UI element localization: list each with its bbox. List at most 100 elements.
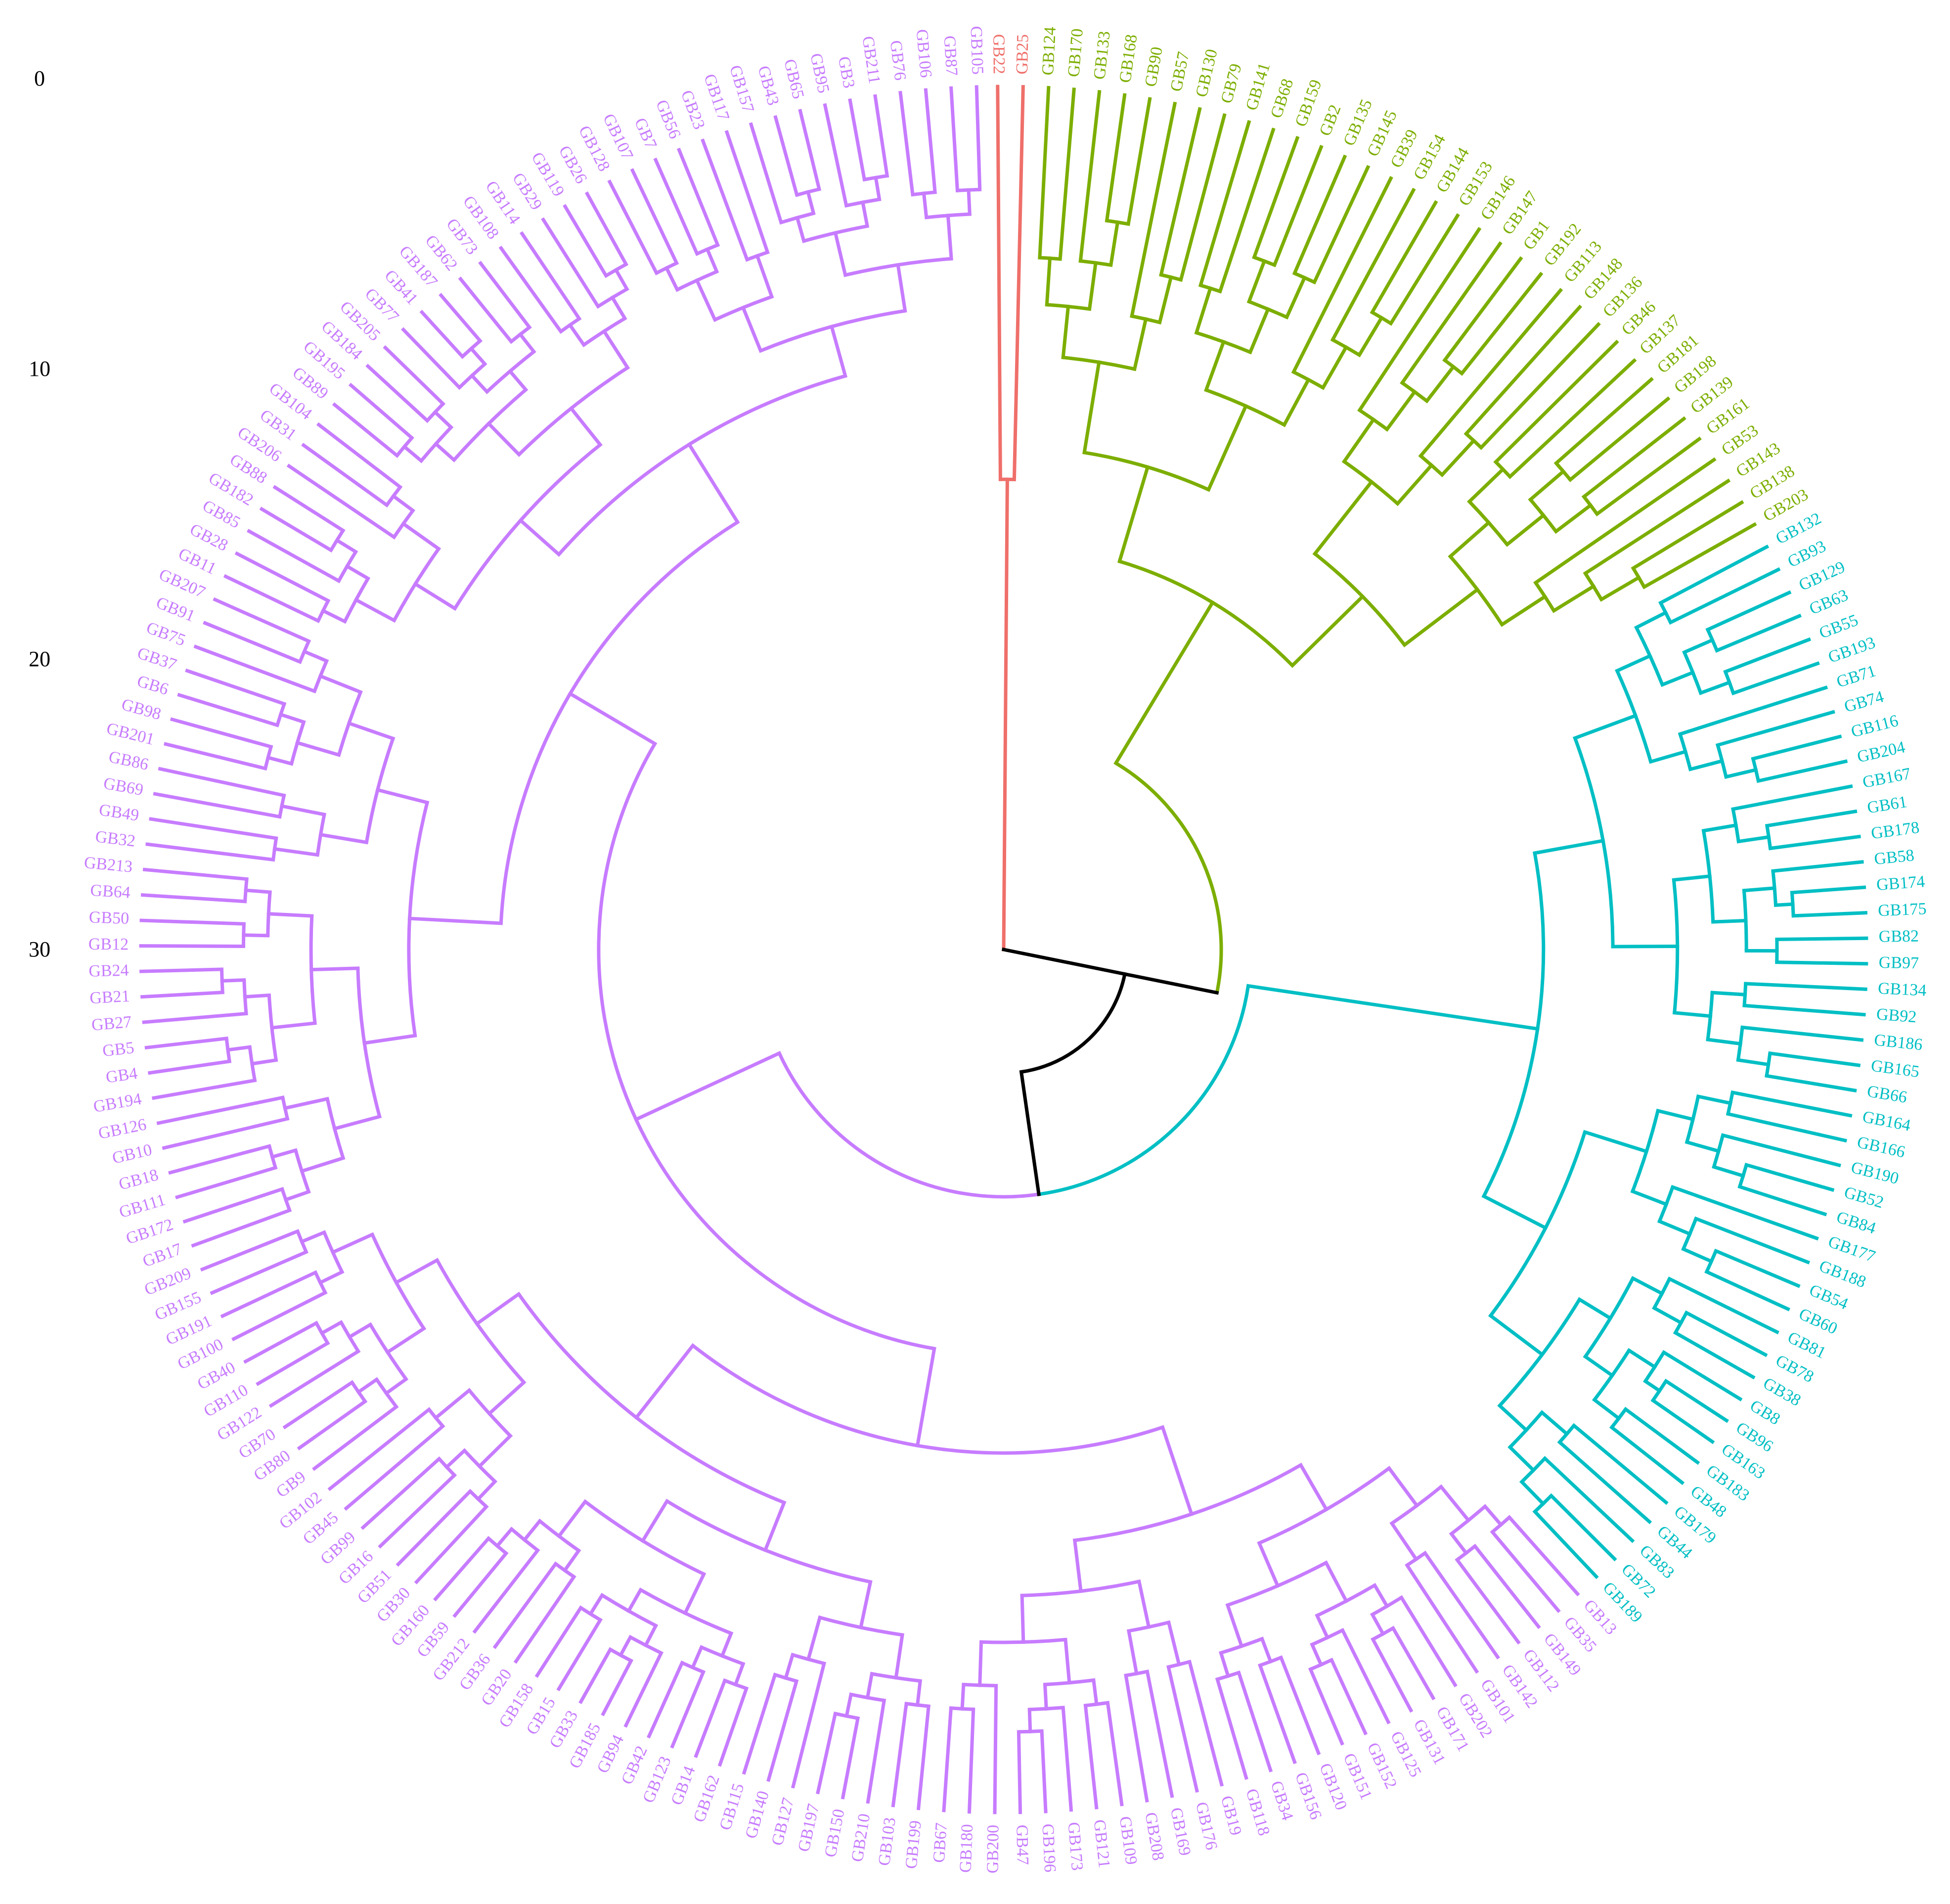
dendrogram-branch [1472, 1543, 1541, 1630]
dendrogram-branch [1533, 838, 1605, 856]
dendrogram-branch [724, 130, 770, 255]
dendrogram-branch [1724, 768, 1758, 779]
dendrogram-branch [795, 215, 806, 243]
dendrogram-branch [1744, 1163, 1835, 1192]
dendrogram-branch [1533, 457, 1717, 586]
dendrogram-branch [1742, 886, 1776, 893]
dendrogram-branch [419, 310, 465, 359]
dendrogram-branch [145, 842, 275, 862]
dendrogram-branch [633, 1051, 782, 1122]
dendrogram-branch [1132, 317, 1148, 371]
leaf-label: GB197 [795, 1802, 823, 1854]
leaf-label: GB194 [92, 1090, 143, 1116]
dendrogram-branch [1706, 1038, 1743, 1046]
dendrogram-branch [1630, 1189, 1669, 1207]
dendrogram-arc [597, 743, 935, 1351]
dendrogram-branch [1768, 834, 1861, 851]
dendrogram-branch [153, 792, 282, 819]
leaf-label: GB130 [1192, 47, 1221, 99]
dendrogram-branch [231, 1290, 328, 1342]
dendrogram-branch [942, 1706, 953, 1813]
dendrogram-branch [1290, 594, 1365, 668]
dendrogram-branch [149, 817, 278, 840]
dendrogram-branch [1681, 1247, 1714, 1264]
dendrogram-branch [270, 1021, 317, 1030]
dendrogram-branch [272, 485, 346, 533]
leaf-label: GB170 [1064, 28, 1087, 78]
dendrogram-branch [1002, 477, 1009, 952]
dendrogram-branch [865, 1672, 874, 1700]
dendrogram-branch [791, 1661, 827, 1789]
dendrogram-branch [147, 1059, 232, 1075]
dendrogram-branch [318, 674, 363, 695]
dendrogram-branch [144, 1036, 228, 1050]
dendrogram-branch [1721, 1133, 1841, 1168]
dendrogram-branch [347, 721, 396, 741]
dendrogram-branch [1775, 936, 1868, 942]
dendrogram-branch [717, 1686, 749, 1767]
dendrogram-branch [1282, 377, 1311, 427]
dendrogram-branch [1078, 90, 1102, 263]
dendrogram-branch [1160, 1425, 1194, 1517]
dendrogram-branch [1321, 345, 1349, 390]
dendrogram-branch [1710, 991, 1747, 997]
dendrogram-branch [1272, 144, 1324, 268]
dendrogram-branch [1623, 1406, 1700, 1465]
dendrogram-branch [1040, 1729, 1048, 1813]
dendrogram-branch [1705, 590, 1792, 632]
dendrogram-branch [720, 1631, 734, 1658]
dendrogram-branch [1357, 227, 1482, 413]
leaf-label: GB106 [912, 28, 935, 78]
leaf-label: GB47 [1013, 1824, 1032, 1865]
dendrogram-branch [1340, 1628, 1391, 1724]
dendrogram-branch [213, 597, 311, 644]
dendrogram-branch [915, 1346, 936, 1448]
dendrogram-branch [1765, 1074, 1857, 1093]
dendrogram-branch [1542, 1455, 1635, 1543]
leaf-label: GB118 [1242, 1787, 1273, 1838]
dendrogram-branch [1723, 637, 1812, 674]
leaf-label: GB162 [690, 1773, 723, 1825]
leaf-label: GB50 [89, 908, 129, 928]
leaf-label: GB67 [930, 1822, 951, 1863]
leaf-label: GB43 [754, 64, 782, 107]
dendrogram-branch [975, 85, 982, 191]
dendrogram-branch [139, 918, 246, 926]
scale-tick-label: 20 [29, 647, 50, 671]
dendrogram-branch [1312, 165, 1371, 285]
dendrogram-branch [297, 1399, 368, 1451]
dendrogram-branch [1388, 213, 1460, 326]
dendrogram-branch [858, 1580, 873, 1630]
leaf-label: GB49 [98, 801, 140, 825]
dendrogram-branch [1284, 275, 1307, 320]
leaf-label: GB200 [983, 1825, 1002, 1874]
leaf-label: GB103 [875, 1816, 899, 1867]
dendrogram-branch [162, 1116, 290, 1150]
leaf-label: GB213 [83, 854, 133, 876]
dendrogram-branch [1372, 1583, 1390, 1609]
leaf-label: GB19 [1217, 1794, 1245, 1837]
dendrogram-branch [487, 1380, 527, 1416]
dendrogram-branch [1126, 1629, 1139, 1676]
dendrogram-branch [1667, 1276, 1779, 1335]
dendrogram-branch [170, 717, 273, 749]
dendrogram-branch [378, 1473, 457, 1549]
dendrogram-branch [1668, 567, 1781, 625]
dendrogram-branch [1252, 136, 1300, 260]
dendrogram-branch [177, 692, 280, 727]
dendrogram-branch [327, 1407, 432, 1492]
dendrogram-branch [1043, 1682, 1048, 1711]
dendrogram-branch [996, 85, 1002, 481]
leaf-label: GB176 [1192, 1800, 1221, 1852]
leaf-label: GB56 [652, 97, 684, 141]
dendrogram-branch [1400, 241, 1503, 385]
leaf-label: GB211 [858, 35, 884, 85]
dendrogram-branch [978, 1640, 983, 1687]
dendrogram-branch [741, 305, 763, 353]
dendrogram-branch [330, 1232, 375, 1255]
dendrogram-branch [151, 1078, 257, 1100]
dendrogram-branch [347, 1322, 373, 1340]
dendrogram-branch [898, 91, 915, 197]
dendrogram-branch [1583, 478, 1731, 576]
